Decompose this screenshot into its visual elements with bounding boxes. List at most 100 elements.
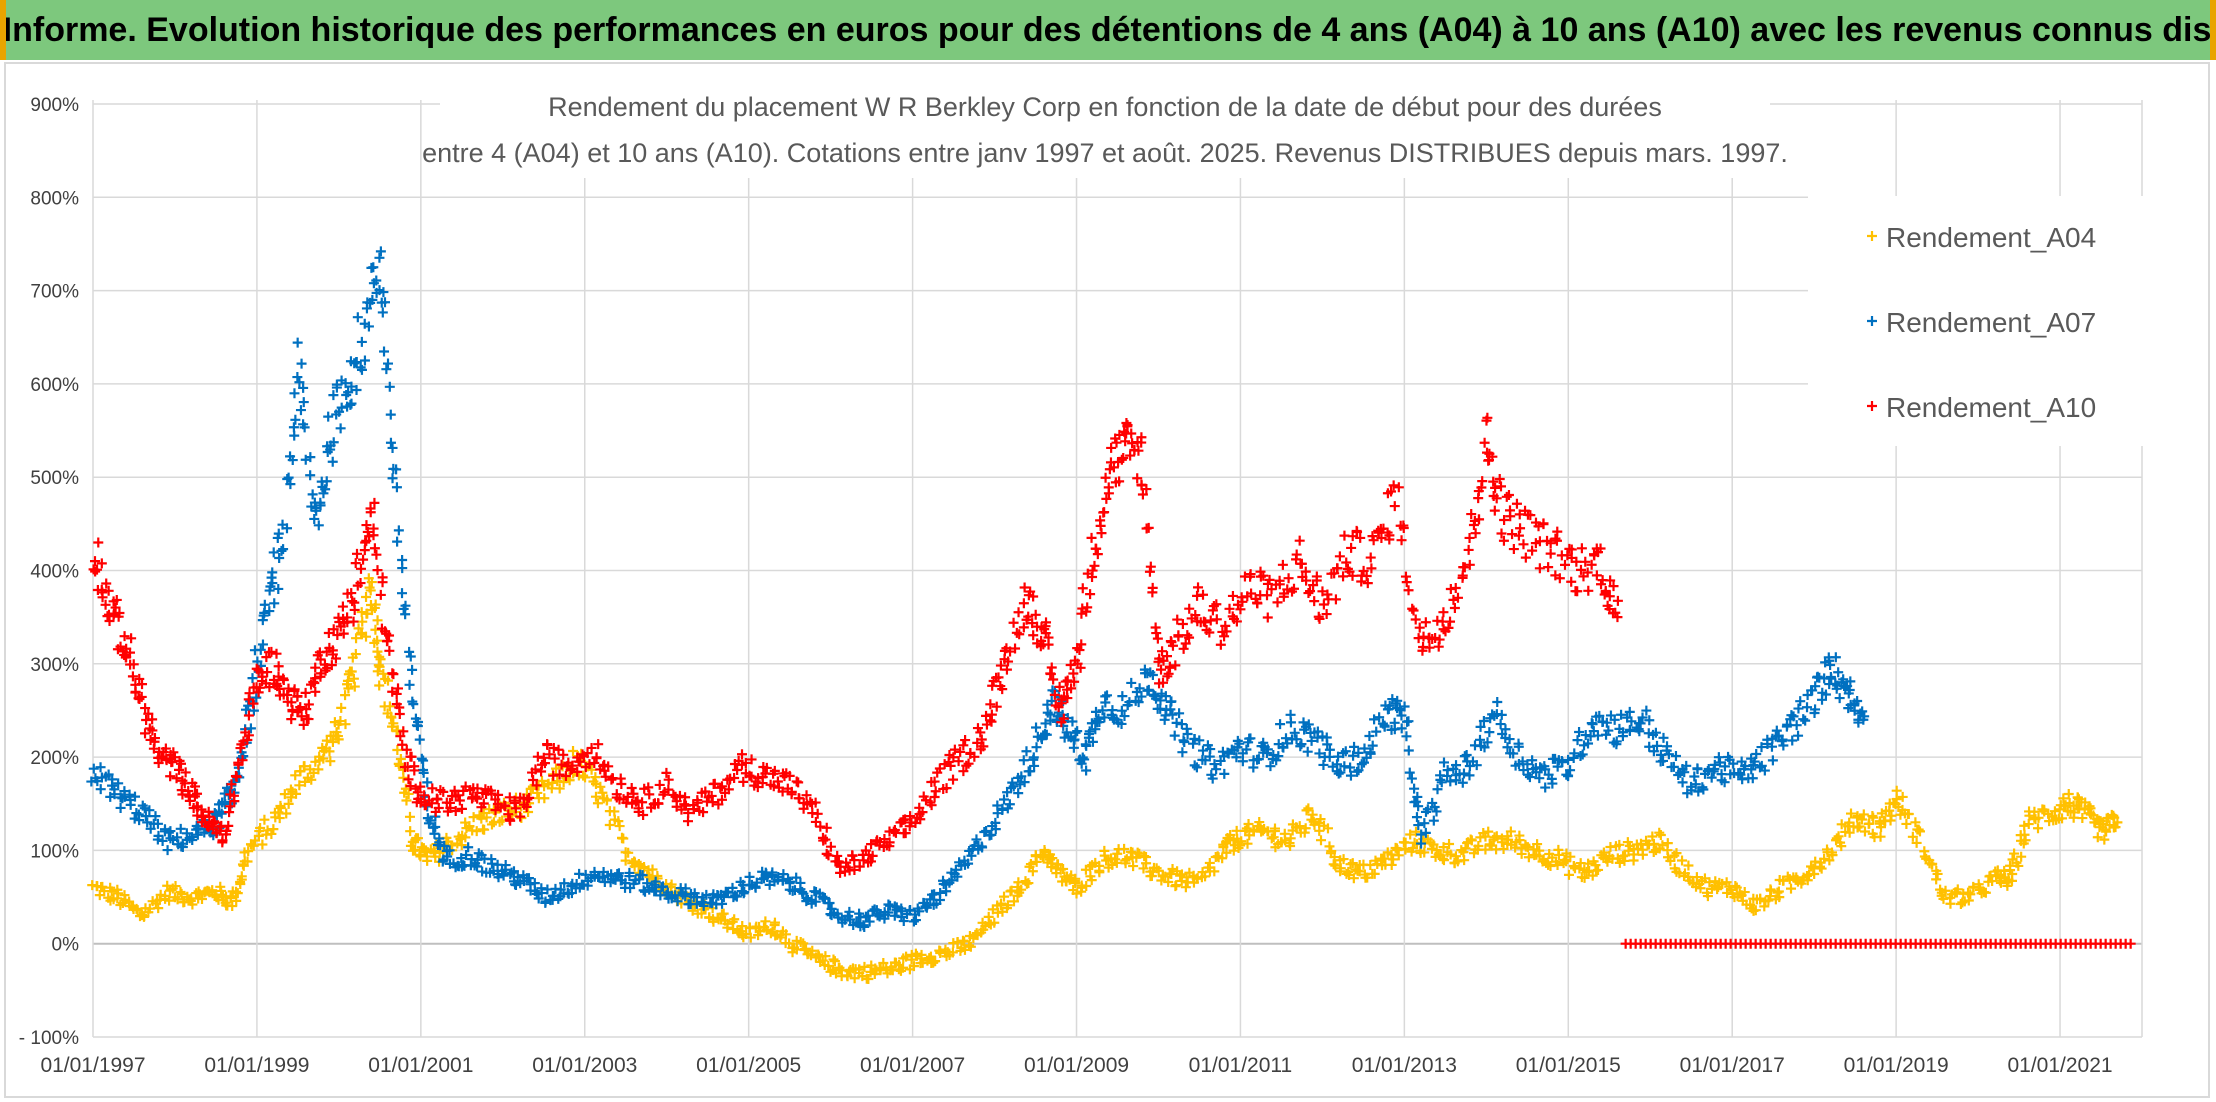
data-point <box>1368 535 1379 546</box>
data-point <box>1340 746 1351 757</box>
data-point <box>384 630 395 641</box>
data-point <box>384 645 395 656</box>
data-point <box>1362 872 1373 883</box>
data-point <box>1197 745 1208 756</box>
data-point <box>377 307 388 318</box>
data-point <box>908 961 919 972</box>
data-point <box>1809 707 1820 718</box>
data-point <box>1406 773 1417 784</box>
data-point <box>1593 864 1604 875</box>
data-point <box>217 837 228 848</box>
data-point <box>1352 766 1363 777</box>
data-point <box>797 886 808 897</box>
data-point <box>377 572 388 583</box>
data-point <box>259 599 270 610</box>
data-point <box>1560 559 1570 570</box>
data-point <box>1377 853 1388 864</box>
data-point <box>1475 721 1486 732</box>
data-point <box>1289 583 1299 594</box>
data-point <box>1396 710 1407 721</box>
data-point <box>1356 759 1367 770</box>
data-point <box>444 845 455 856</box>
data-point <box>642 878 653 889</box>
data-point <box>1076 639 1087 650</box>
data-point <box>1087 736 1098 747</box>
data-point <box>418 755 429 766</box>
data-point <box>1438 842 1449 853</box>
data-point <box>964 940 975 951</box>
data-point <box>247 673 258 684</box>
data-point <box>274 813 285 824</box>
data-point <box>1371 726 1382 737</box>
data-point <box>1658 732 1669 743</box>
data-point <box>1236 836 1247 847</box>
data-point <box>289 430 300 441</box>
data-point <box>1448 594 1459 605</box>
data-point <box>171 773 182 784</box>
data-point <box>1067 716 1078 727</box>
data-point <box>623 847 634 858</box>
data-point <box>1502 742 1513 753</box>
data-point <box>866 839 877 850</box>
data-point <box>326 660 337 671</box>
data-point <box>170 881 181 892</box>
data-point <box>1626 716 1637 727</box>
data-point <box>1174 708 1185 719</box>
data-point <box>1190 610 1201 621</box>
data-point <box>1058 713 1069 724</box>
data-point <box>1356 576 1367 587</box>
data-point <box>1491 493 1502 504</box>
data-point <box>273 583 284 594</box>
data-point <box>2001 877 2012 888</box>
data-point <box>1563 770 1574 781</box>
data-point <box>268 824 279 835</box>
data-point <box>1028 591 1039 602</box>
data-point <box>1054 681 1065 692</box>
data-point <box>1388 854 1399 865</box>
data-point <box>1539 761 1550 772</box>
data-point <box>1243 819 1254 830</box>
data-point <box>1311 575 1322 586</box>
data-point <box>387 686 398 697</box>
data-point <box>746 754 757 765</box>
data-point <box>554 783 565 794</box>
data-point <box>2068 812 2079 823</box>
data-point <box>1545 548 1556 559</box>
data-point <box>516 813 527 824</box>
data-point <box>1798 714 1809 725</box>
data-point <box>548 770 559 781</box>
data-point <box>917 807 928 818</box>
data-point <box>542 740 553 751</box>
x-tick-label: 01/01/2021 <box>2007 1054 2112 1077</box>
data-point <box>1364 731 1375 742</box>
data-point <box>1534 563 1545 574</box>
data-point <box>536 775 547 786</box>
data-point <box>407 664 418 675</box>
data-point <box>884 837 895 848</box>
data-point <box>971 834 982 845</box>
data-point <box>177 842 188 853</box>
data-point <box>600 771 611 782</box>
data-point <box>953 756 964 767</box>
data-point <box>538 752 549 763</box>
data-point <box>1655 829 1666 840</box>
x-tick-label: 01/01/2001 <box>368 1054 473 1077</box>
data-point <box>1165 696 1176 707</box>
data-point <box>1253 754 1264 765</box>
data-point <box>385 409 396 420</box>
data-point <box>1370 855 1381 866</box>
data-point <box>1112 848 1123 859</box>
data-point <box>1614 839 1625 850</box>
data-point <box>1089 560 1100 571</box>
data-point <box>1092 549 1103 560</box>
data-point <box>845 914 856 925</box>
data-point <box>1013 607 1024 618</box>
data-point <box>1272 597 1283 608</box>
data-point <box>1309 596 1320 607</box>
data-point <box>1127 438 1138 449</box>
data-point <box>371 275 382 286</box>
data-point <box>616 779 627 790</box>
data-point <box>266 646 277 657</box>
data-point <box>915 814 926 825</box>
data-point <box>767 867 778 878</box>
